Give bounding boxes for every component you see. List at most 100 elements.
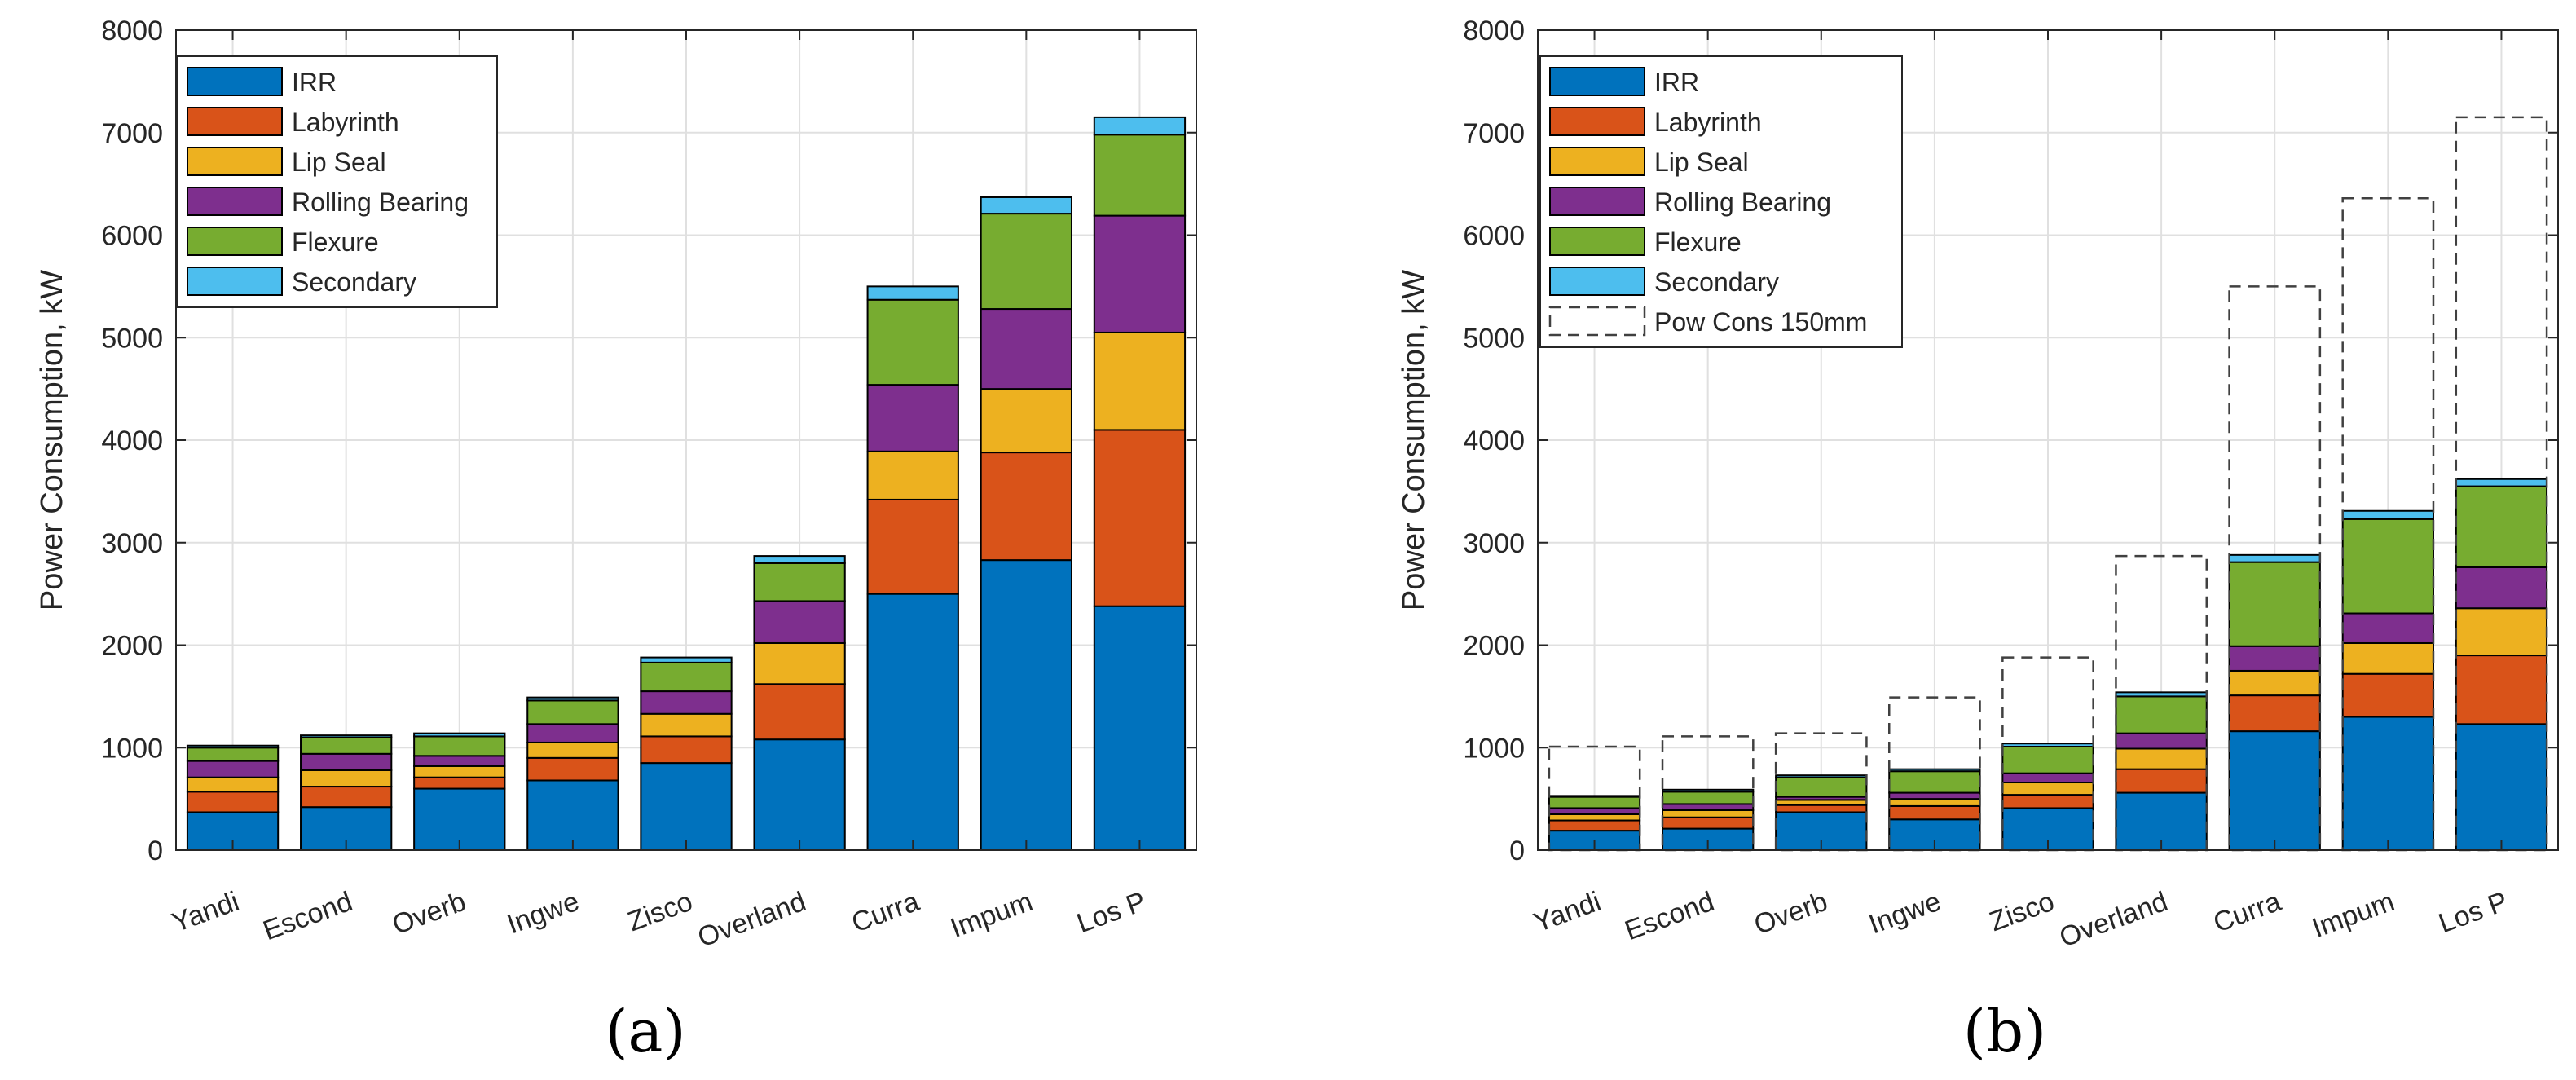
y-tick-label: 2000 bbox=[101, 631, 163, 662]
bar-segment-rolling-bearing bbox=[1093, 214, 1187, 333]
x-tick-label: Overb bbox=[1750, 886, 1832, 941]
x-tick-label: Zisco bbox=[623, 886, 696, 937]
bar-segment-irr bbox=[866, 593, 959, 851]
bar-segment-rolling-bearing bbox=[1888, 791, 1981, 800]
legend-label: Rolling Bearing bbox=[292, 187, 469, 217]
bar-segment-secondary bbox=[413, 732, 506, 738]
bar-segment-lip-seal bbox=[980, 388, 1072, 454]
bar-segment-flexure bbox=[866, 298, 959, 386]
bar-segment-flexure bbox=[300, 736, 393, 755]
y-tick-label: 3000 bbox=[101, 528, 163, 559]
bar-segment-irr bbox=[2341, 716, 2434, 852]
bar-segment-flexure bbox=[753, 562, 846, 602]
legend-swatch bbox=[187, 67, 283, 96]
bar-segment-lip-seal bbox=[300, 769, 393, 788]
bar-segment-labyrinth bbox=[1662, 816, 1755, 830]
bar-segment-irr bbox=[640, 762, 733, 851]
y-tick-label: 8000 bbox=[101, 15, 163, 46]
bar-segment-labyrinth bbox=[186, 791, 280, 813]
y-tick-label: 5000 bbox=[1463, 323, 1525, 354]
bar-segment-flexure bbox=[2001, 745, 2094, 774]
bar-segment-labyrinth bbox=[2455, 655, 2548, 725]
bar-segment-labyrinth bbox=[2115, 768, 2208, 794]
y-tick-label: 0 bbox=[1509, 835, 1525, 866]
bar-segment-rolling-bearing bbox=[2455, 566, 2548, 610]
bar-segment-labyrinth bbox=[2341, 672, 2434, 718]
y-tick-label: 4000 bbox=[101, 425, 163, 456]
x-tick-label: Ingwe bbox=[1865, 886, 1944, 941]
bar-segment-secondary bbox=[1662, 788, 1755, 793]
bar-segment-secondary bbox=[186, 744, 280, 749]
bar-segment-lip-seal bbox=[186, 776, 280, 793]
bar-segment-secondary bbox=[640, 656, 733, 663]
y-tick-label: 1000 bbox=[101, 733, 163, 764]
reference-bar-outline bbox=[2115, 554, 2208, 852]
chart-panel-a: 0 1000 2000 3000 4000 5000 6000 7000 8000 Yandi Es… bbox=[35, 15, 1197, 1065]
legend-swatch bbox=[1548, 306, 1646, 337]
bar-segment-lip-seal bbox=[1888, 798, 1981, 807]
bar-segment-rolling-bearing bbox=[300, 752, 393, 771]
bar-segment-secondary bbox=[2115, 691, 2208, 698]
legend-label: Rolling Bearing bbox=[1654, 187, 1831, 217]
bar-segment-secondary bbox=[2001, 743, 2094, 747]
bar-segment-rolling-bearing bbox=[2115, 732, 2208, 750]
x-tick-label: Escond bbox=[259, 886, 357, 946]
bar-segment-lip-seal bbox=[1548, 813, 1641, 822]
bar-segment-irr bbox=[413, 787, 506, 851]
bar-segment-lip-seal bbox=[526, 741, 619, 759]
bar-segment-flexure bbox=[2115, 695, 2208, 734]
bar-segment-lip-seal bbox=[2001, 782, 2094, 796]
bar-segment-rolling-bearing bbox=[1662, 803, 1755, 811]
y-tick-label: 5000 bbox=[101, 323, 163, 354]
y-axis-title: Power Consumption, kW bbox=[1397, 270, 1431, 611]
bar-segment-rolling-bearing bbox=[526, 723, 619, 743]
bar-segment-flexure bbox=[640, 661, 733, 693]
legend-label: Labyrinth bbox=[1654, 108, 1762, 137]
bar-segment-labyrinth bbox=[300, 786, 393, 809]
bar-segment-flexure bbox=[526, 699, 619, 725]
legend-swatch bbox=[1549, 67, 1645, 96]
bar-segment-labyrinth bbox=[526, 756, 619, 782]
bar-segment-irr bbox=[980, 559, 1072, 851]
y-tick-label: 2000 bbox=[1463, 631, 1525, 662]
y-tick-label: 8000 bbox=[1463, 15, 1525, 46]
x-tick-label: Ingwe bbox=[503, 886, 583, 941]
x-tick-label: Curra bbox=[2209, 886, 2285, 939]
bar-segment-secondary bbox=[300, 734, 393, 738]
panel-caption: (a) bbox=[605, 997, 685, 1065]
bar-segment-irr bbox=[1093, 605, 1187, 852]
bar-segment-labyrinth bbox=[1775, 804, 1868, 813]
legend-swatch bbox=[187, 227, 283, 256]
bar-segment-secondary bbox=[866, 285, 959, 301]
y-tick-label: 0 bbox=[148, 835, 163, 866]
legend-label: IRR bbox=[1654, 68, 1699, 97]
bar-segment-lip-seal bbox=[640, 712, 733, 738]
bar-segment-rolling-bearing bbox=[1548, 807, 1641, 815]
bar-segment-labyrinth bbox=[413, 776, 506, 790]
bar-segment-lip-seal bbox=[753, 641, 846, 685]
y-tick-label: 6000 bbox=[101, 221, 163, 252]
x-tick-label: Yandi bbox=[1530, 886, 1605, 939]
y-tick-label: 6000 bbox=[1463, 221, 1525, 252]
legend-label: IRR bbox=[292, 68, 337, 97]
legend-swatch bbox=[187, 187, 283, 216]
bar-segment-lip-seal bbox=[1093, 331, 1187, 431]
bar-segment-labyrinth bbox=[1548, 819, 1641, 832]
x-tick-label: Zisco bbox=[1985, 886, 2058, 937]
legend-swatch bbox=[1549, 147, 1645, 176]
legend-swatch bbox=[187, 107, 283, 136]
x-tick-label: Los P bbox=[1072, 886, 1150, 939]
bar-segment-irr bbox=[526, 779, 619, 851]
bar-segment-rolling-bearing bbox=[866, 384, 959, 452]
bar-segment-flexure bbox=[1093, 134, 1187, 217]
bar-segment-rolling-bearing bbox=[980, 308, 1072, 390]
bar-segment-secondary bbox=[2228, 553, 2321, 563]
legend-label: Secondary bbox=[292, 267, 416, 297]
bar-segment-rolling-bearing bbox=[2341, 612, 2434, 644]
panel-caption: (b) bbox=[1963, 997, 2046, 1065]
bar-segment-flexure bbox=[980, 213, 1072, 311]
bar-segment-labyrinth bbox=[980, 452, 1072, 562]
legend-label: Lip Seal bbox=[1654, 148, 1749, 177]
legend-label: Secondary bbox=[1654, 267, 1779, 297]
legend-label: Flexure bbox=[1654, 227, 1742, 257]
